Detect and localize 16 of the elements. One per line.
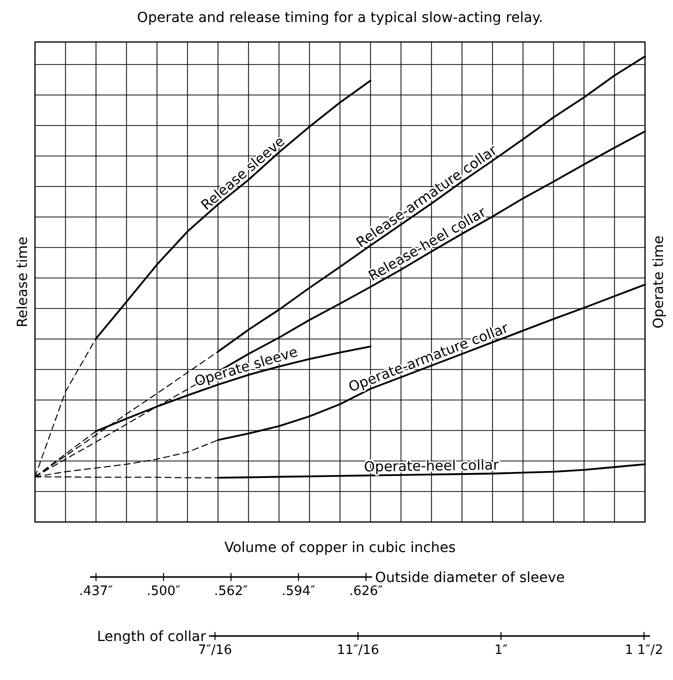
category-label: .562″	[214, 584, 248, 599]
x-axis-title: Volume of copper in cubic inches	[224, 540, 456, 556]
category-label: 11″/16	[336, 643, 380, 658]
text: Operate sleeve	[192, 344, 300, 390]
y-axis-title: Release time	[15, 236, 31, 328]
category-label: 7″/16	[198, 643, 232, 658]
category-label: 1″	[494, 643, 508, 658]
category-label: .500″	[146, 584, 181, 599]
text: Outside diameter of sleeve	[375, 570, 565, 586]
text: Length of collar	[96, 629, 206, 645]
y2-axis-title: Operate time	[651, 235, 667, 329]
chart-title: Operate and release timing for a typical slow-acting relay.	[136, 10, 544, 26]
category-label: 1 1″/2	[624, 643, 664, 658]
category-label: .437″	[79, 584, 114, 599]
category-label: .594″	[282, 584, 316, 599]
category-label: .626″	[349, 584, 384, 599]
